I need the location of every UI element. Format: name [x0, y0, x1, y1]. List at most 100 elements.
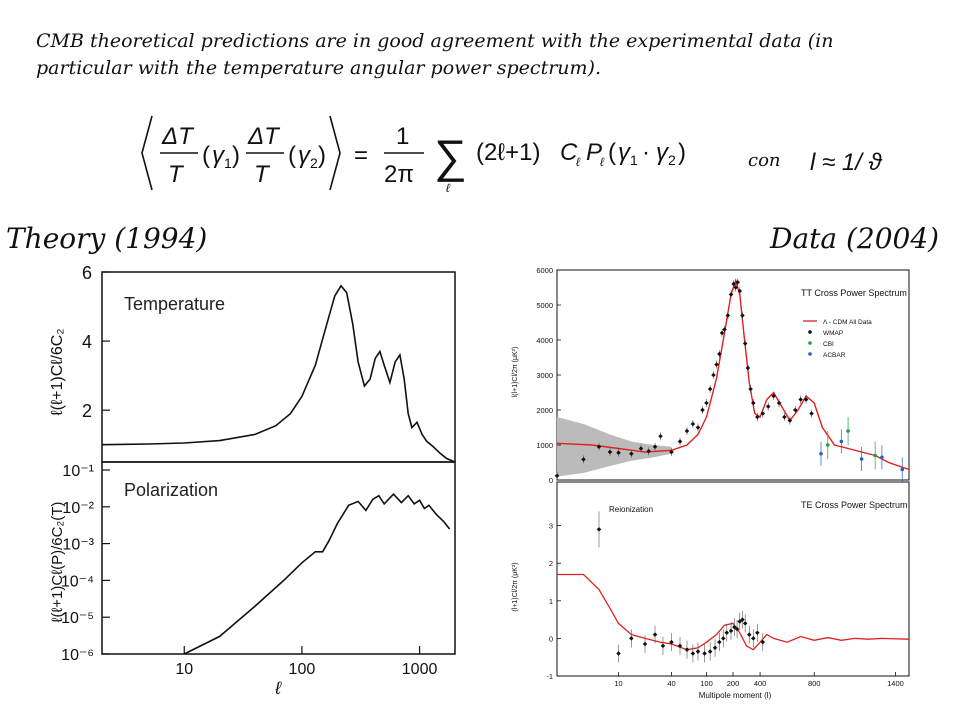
- tt-ytick-label: 2000: [536, 406, 553, 415]
- tt-wmap-point: [782, 414, 787, 420]
- intro-text: CMB theoretical predictions are in good …: [36, 30, 834, 79]
- svg-text:2: 2: [310, 155, 318, 171]
- te-wmap-point: [690, 651, 696, 656]
- te-wmap-point: [728, 628, 734, 634]
- te-wmap-point: [742, 621, 748, 626]
- te-wmap-point: [760, 639, 766, 645]
- tt-cosmic-variance-band: [557, 417, 672, 477]
- svg-text:C: C: [560, 139, 578, 166]
- te-wmap-point: [712, 645, 718, 651]
- te-xtick-label: 40: [667, 679, 675, 688]
- te-data-points: [596, 511, 766, 663]
- tt-wmap-point: [755, 414, 760, 420]
- tt-wmap-point: [695, 425, 701, 430]
- theory-heading: Theory (1994): [6, 222, 208, 255]
- temperature-title: Temperature: [124, 294, 225, 314]
- te-model-line: [557, 573, 910, 651]
- tt-acbar-point: [859, 457, 864, 461]
- tt-wmap-point: [722, 327, 727, 332]
- svg-text:): ): [318, 142, 326, 169]
- svg-text:1: 1: [224, 155, 232, 171]
- tt-wmap-point: [737, 288, 743, 294]
- tt-legend-label: CBI: [823, 341, 834, 348]
- te-wmap-point: [755, 630, 760, 636]
- tt-legend-swatch-point: [808, 352, 812, 356]
- tt-wmap-point: [745, 365, 751, 371]
- te-wmap-point: [746, 632, 752, 637]
- con-label: con: [748, 150, 781, 171]
- tt-acbar-point: [900, 467, 905, 472]
- tt-wmap-point: [704, 400, 709, 406]
- tt-ytick-label: 6000: [536, 266, 553, 275]
- tt-acbar-point: [880, 455, 884, 460]
- svg-text:(: (: [288, 142, 296, 169]
- temperature-ylabel: ℓ(ℓ+1)Cℓ/6C₂: [49, 328, 66, 415]
- tt-wmap-point: [748, 386, 753, 392]
- tt-model-line: [556, 278, 910, 471]
- te-xtick-label: 200: [727, 679, 740, 688]
- tt-wmap-point: [554, 473, 560, 479]
- te-wmap-point: [740, 617, 745, 622]
- te-wmap-point: [717, 639, 722, 645]
- tt-band-area: [557, 417, 672, 477]
- temperature-curve: [101, 284, 456, 463]
- svg-text:T: T: [168, 161, 185, 188]
- tt-wmap-point: [776, 400, 782, 406]
- temperature-line: [101, 284, 456, 463]
- polarization-panel-frame: [101, 461, 456, 655]
- svg-text:ΔT: ΔT: [161, 123, 195, 150]
- tt-wmap-point: [684, 428, 690, 434]
- tt-wmap-point: [740, 313, 745, 318]
- tt-wmap-point: [711, 372, 716, 378]
- te-ticks: -1 0 1 2 3 10 40 100 200 400 800 1400: [546, 522, 903, 688]
- tt-wmap-point: [803, 397, 809, 402]
- tt-legend-label: Λ - CDM All Data: [823, 319, 872, 326]
- polarization-ytick-label: 10⁻³: [62, 537, 94, 554]
- temperature-ytick-label: 6: [82, 263, 92, 283]
- polarization-ytick-label: 10⁻⁵: [61, 610, 94, 627]
- tt-acbar-point: [819, 451, 823, 456]
- te-wmap-point: [629, 636, 634, 641]
- tt-wmap-point: [690, 421, 696, 427]
- polarization-xtick-label: 100: [289, 661, 316, 678]
- svg-text:(: (: [202, 142, 210, 169]
- svg-text:(2ℓ+1): (2ℓ+1): [476, 139, 540, 166]
- te-ytick-label: 1: [549, 597, 553, 606]
- tt-ticks: 0 1000 2000 3000 4000 5000 6000: [536, 266, 561, 485]
- tt-ytick-label: 1000: [536, 441, 553, 450]
- polarization-ticks: 10⁻¹ 10⁻² 10⁻³ 10⁻⁴ 10⁻⁵ 10⁻⁶ 10 100 1000: [61, 463, 438, 678]
- multipole-angle-relation: l ≈ 1/ ϑ: [810, 149, 883, 176]
- svg-text:1: 1: [396, 123, 409, 150]
- temperature-ytick-label: 4: [82, 332, 92, 352]
- te-ytick-label: 3: [549, 522, 553, 531]
- te-wmap-point: [660, 643, 666, 649]
- svg-text:∑: ∑: [434, 130, 467, 182]
- polarization-xtick-label: 1000: [402, 661, 438, 678]
- theory-chart: Temperature ℓ(ℓ+1)Cℓ/6C₂ 6 4 2 Polarizatio…: [49, 263, 456, 698]
- polarization-ytick-label: 10⁻⁶: [61, 647, 94, 664]
- tt-cbi-point: [846, 429, 850, 433]
- tt-wmap-point: [742, 341, 748, 346]
- te-wmap-point: [707, 649, 713, 654]
- te-wmap-point: [616, 651, 621, 656]
- polarization-xtick-label: 10: [175, 661, 193, 678]
- tt-ytick-label: 5000: [536, 301, 553, 310]
- tt-legend-swatch-point: [808, 341, 812, 345]
- tt-wmap-point: [765, 404, 771, 409]
- tt-legend-label: WMAP: [823, 330, 843, 337]
- tt-wmap-point: [728, 292, 734, 297]
- svg-text:2π: 2π: [384, 161, 414, 188]
- svg-text:2: 2: [668, 152, 676, 168]
- te-wmap-point: [702, 651, 707, 656]
- tt-wmap-point: [658, 433, 663, 439]
- te-wmap-point: [724, 630, 730, 636]
- svg-text:1: 1: [630, 152, 638, 168]
- data-heading: Data (2004): [770, 222, 940, 255]
- tt-wmap-point: [751, 400, 756, 406]
- tt-wmap-point: [725, 313, 731, 318]
- svg-text:·: ·: [642, 139, 650, 166]
- te-wmap-point: [596, 527, 602, 532]
- polarization-axes-box: [101, 461, 456, 655]
- tt-legend-swatch-point: [808, 330, 812, 334]
